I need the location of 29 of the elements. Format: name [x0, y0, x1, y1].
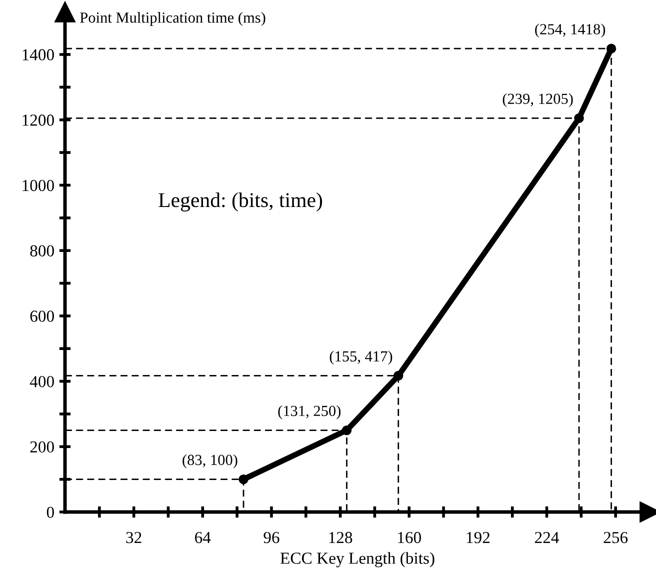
y-tick-label: 200 [30, 441, 54, 453]
y-tick-label: 1200 [22, 114, 54, 126]
x-tick-label: 160 [398, 532, 421, 544]
y-tick-label: 1400 [22, 49, 54, 60]
annotation: Legend: (bits, time) [158, 192, 322, 212]
point [238, 474, 248, 484]
annotation: (239, 1205) [502, 93, 573, 108]
point [342, 425, 352, 436]
x-axis-title: ECC Key Length (bits) [280, 552, 434, 568]
annotation: (254, 1418) [535, 24, 606, 38]
point [574, 113, 584, 124]
y-tick-label: 600 [30, 310, 54, 322]
x-tick-label: 32 [126, 532, 142, 544]
x-tick-label: 128 [329, 532, 352, 544]
y-tick-label: 0 [46, 506, 54, 518]
x-tick-label: 96 [264, 532, 280, 544]
y-axis-title: Point Multiplication time (ms) [80, 12, 266, 26]
y-tick-label: 800 [30, 245, 54, 257]
y-tick-label: 400 [30, 376, 54, 388]
annotation: (131, 250) [278, 405, 341, 420]
x-tick-label: 256 [604, 532, 628, 544]
point [394, 370, 404, 381]
x-tick-label: 224 [534, 532, 560, 544]
x-tick-label: 64 [195, 532, 211, 544]
point [606, 44, 616, 54]
y-tick-label: 1000 [22, 180, 54, 192]
annotation: (155, 417) [330, 350, 392, 365]
x-tick-label: 192 [466, 532, 490, 544]
annotation: (83, 100) [182, 454, 238, 468]
